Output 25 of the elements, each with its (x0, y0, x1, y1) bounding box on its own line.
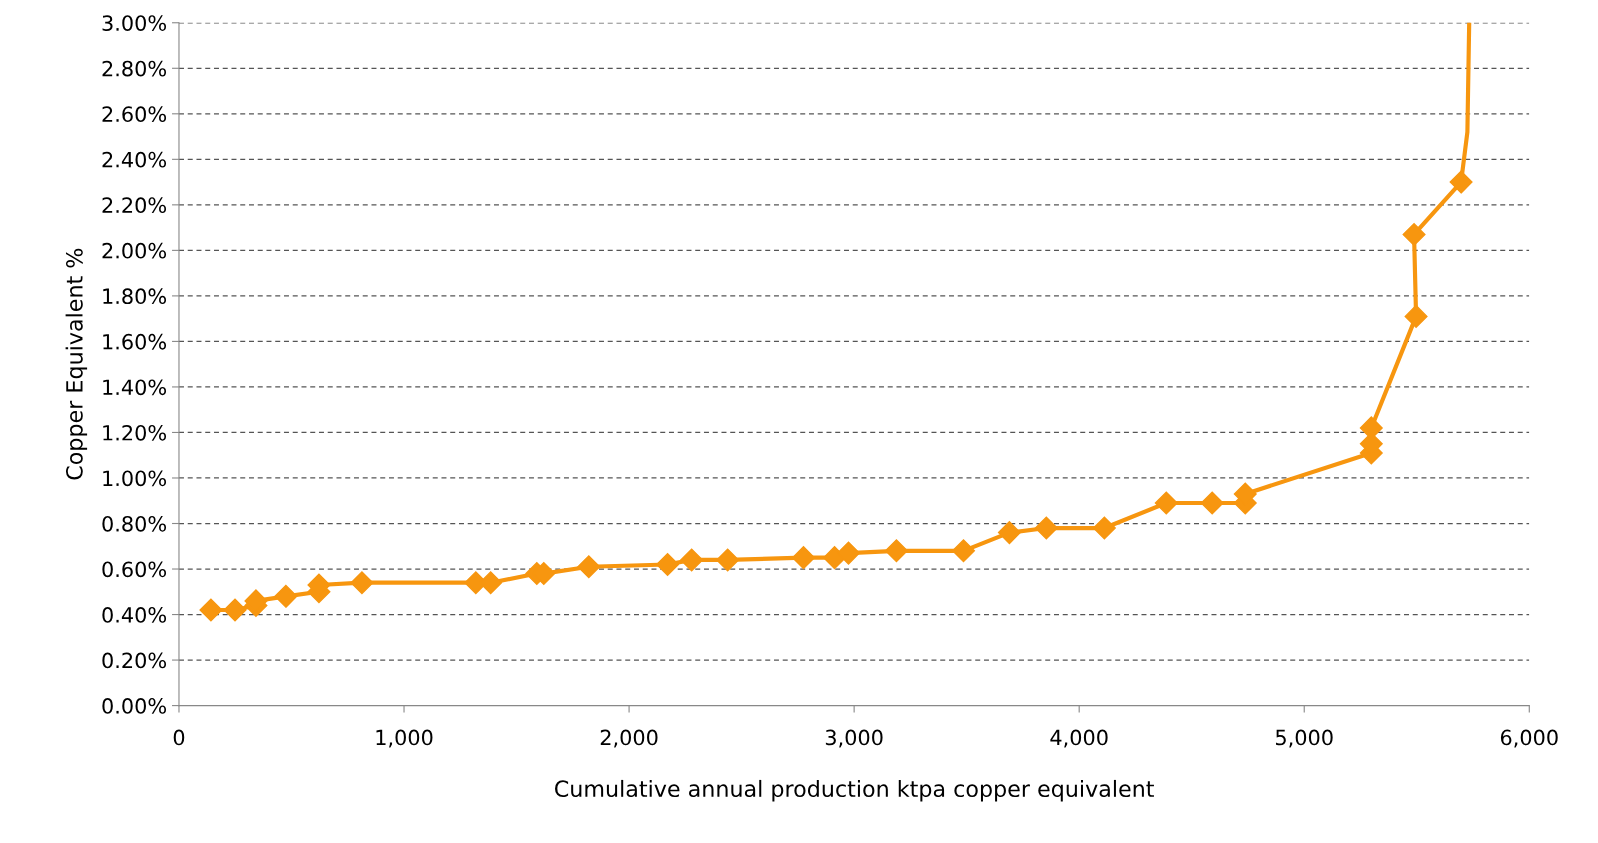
y-tick-label: 2.20% (102, 197, 167, 214)
x-axis-title: Cumulative annual production ktpa copper equivalent (555, 779, 1154, 802)
y-tick-label: 1.00% (103, 470, 167, 487)
y-tick-label: 1.20% (103, 424, 167, 441)
x-tick-label: 5,000 (1276, 729, 1333, 748)
x-tick-label: 6,000 (1500, 729, 1558, 748)
x-tick-label: 3,000 (825, 729, 883, 748)
y-tick-label: 2.80% (102, 60, 167, 77)
y-tick-label: 0.00% (102, 698, 167, 714)
x-tick-label: 2,000 (600, 729, 658, 748)
y-tick-label: 0.60% (102, 561, 167, 578)
y-tick-label: 0.80% (102, 515, 167, 532)
y-axis-title: Copper Equivalent % (65, 248, 88, 480)
y-tick-label: 0.40% (102, 607, 167, 623)
y-tick-label: 1.80% (103, 288, 167, 305)
x-tick-label: 1,000 (376, 729, 433, 748)
y-tick-label: 1.60% (103, 333, 167, 350)
y-tick-label: 2.40% (102, 151, 167, 168)
y-tick-label: 3.00% (102, 15, 167, 31)
y-tick-label: 2.00% (102, 242, 167, 259)
y-tick-label: 1.40% (103, 379, 167, 396)
x-tick-label: 4,000 (1050, 729, 1108, 748)
y-tick-label: 2.60% (102, 106, 167, 123)
y-tick-label: 0.20% (102, 652, 167, 669)
x-tick-label: 0 (173, 729, 185, 746)
